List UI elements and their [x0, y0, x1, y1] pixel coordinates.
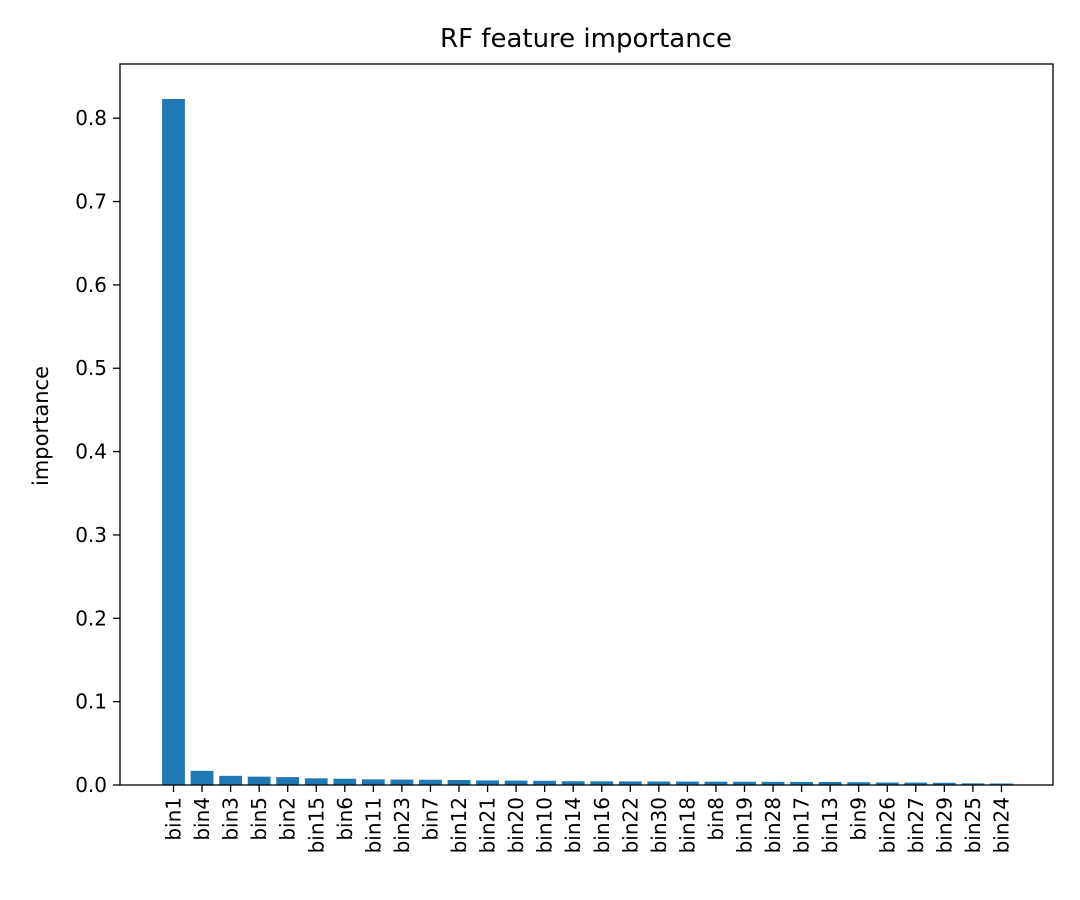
- bar-bin25: [961, 783, 985, 785]
- x-tick-label-bin3: bin3: [219, 797, 243, 841]
- bar-bin27: [904, 782, 928, 785]
- x-tick-label-bin16: bin16: [590, 797, 614, 853]
- x-tick-label-bin21: bin21: [476, 797, 500, 853]
- x-tick-label-bin10: bin10: [533, 797, 557, 853]
- bar-bin20: [504, 780, 528, 785]
- y-tick-label: 0.8: [75, 106, 107, 130]
- x-tick-label-bin29: bin29: [932, 797, 956, 853]
- bar-bin9: [847, 782, 871, 785]
- bar-bin15: [304, 778, 328, 785]
- bar-bin17: [790, 781, 813, 785]
- y-tick-label: 0.5: [75, 356, 107, 380]
- bar-bin24: [990, 783, 1013, 785]
- bar-bin3: [219, 775, 242, 785]
- x-tick-label-bin14: bin14: [561, 797, 585, 853]
- x-tick-label-bin15: bin15: [304, 797, 328, 853]
- y-tick-label: 0.6: [75, 273, 107, 297]
- bar-bin26: [875, 782, 899, 785]
- x-tick-label-bin8: bin8: [704, 797, 728, 841]
- x-tick-label-bin7: bin7: [418, 797, 442, 841]
- x-tick-label-bin1: bin1: [162, 797, 186, 841]
- x-tick-label-bin13: bin13: [818, 797, 842, 853]
- bars-group: [162, 99, 1013, 785]
- x-tick-label-bin17: bin17: [790, 797, 814, 853]
- x-tick-label-bin4: bin4: [190, 797, 214, 841]
- x-tick-label-bin27: bin27: [904, 797, 928, 853]
- x-axis: bin1 bin4 bin3 bin5 bin2 bin15 bin6 bin11 bin23 b…: [162, 785, 1013, 853]
- x-tick-label-bin6: bin6: [333, 797, 357, 841]
- bar-bin21: [476, 780, 499, 785]
- x-tick-label-bin5: bin5: [247, 797, 271, 841]
- bar-bin13: [818, 782, 842, 785]
- bar-bin30: [647, 781, 671, 785]
- y-tick-label: 0.7: [75, 190, 107, 214]
- y-tick-label: 0.1: [75, 690, 107, 714]
- y-tick-label: 0.2: [75, 606, 107, 630]
- x-tick-label-bin22: bin22: [618, 797, 642, 853]
- bar-bin23: [390, 779, 414, 785]
- x-tick-label-bin30: bin30: [647, 797, 671, 853]
- bar-bin10: [533, 780, 557, 785]
- bar-bin14: [561, 781, 585, 785]
- chart-title: RF feature importance: [440, 24, 732, 54]
- bar-bin29: [932, 782, 956, 785]
- bar-bin8: [704, 781, 728, 785]
- bar-bin5: [247, 776, 271, 785]
- x-tick-label-bin2: bin2: [276, 797, 300, 841]
- y-axis-label: importance: [29, 366, 53, 486]
- x-tick-label-bin24: bin24: [989, 797, 1013, 853]
- x-tick-label-bin26: bin26: [875, 797, 899, 853]
- plot-area-frame: [119, 63, 1054, 786]
- x-tick-label-bin23: bin23: [390, 797, 414, 853]
- bar-bin2: [276, 777, 300, 785]
- bar-bin1: [162, 99, 185, 785]
- y-tick-label: 0.3: [75, 523, 107, 547]
- x-tick-label-bin12: bin12: [447, 797, 471, 853]
- x-tick-label-bin28: bin28: [761, 797, 785, 853]
- bar-bin7: [419, 779, 442, 785]
- y-axis: 0.0 0.1 0.2 0.3 0.4 0.5 0.6 0.7 0.8: [75, 106, 120, 797]
- bar-bin16: [590, 781, 614, 785]
- y-tick-label: 0.0: [75, 773, 107, 797]
- bar-bin4: [190, 770, 214, 785]
- bar-bin6: [333, 778, 357, 785]
- bar-bin12: [447, 780, 471, 785]
- x-tick-label-bin25: bin25: [961, 797, 985, 853]
- bar-bin18: [676, 781, 699, 785]
- bar-bin11: [361, 779, 385, 785]
- y-tick-label: 0.4: [75, 440, 107, 464]
- bar-bin28: [761, 781, 785, 785]
- bar-bin19: [733, 781, 756, 785]
- bar-bin22: [618, 781, 642, 785]
- x-tick-label-bin9: bin9: [847, 797, 871, 841]
- x-tick-label-bin20: bin20: [504, 797, 528, 853]
- x-tick-label-bin19: bin19: [733, 797, 757, 853]
- x-tick-label-bin11: bin11: [361, 797, 385, 853]
- x-tick-label-bin18: bin18: [675, 797, 699, 853]
